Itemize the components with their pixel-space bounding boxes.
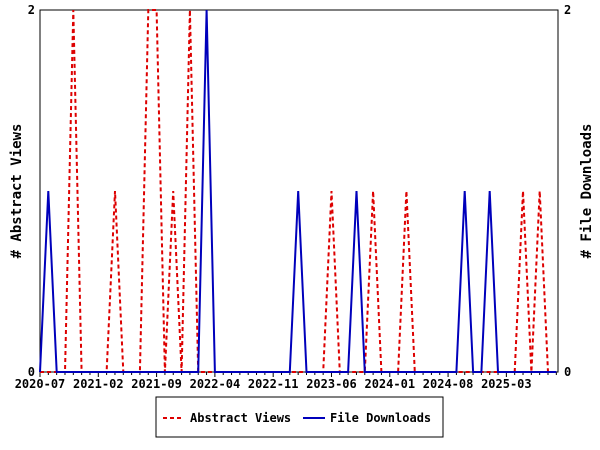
x-tick-label: 2023-06 — [306, 377, 357, 391]
x-tick-label: 2022-04 — [190, 377, 241, 391]
x-tick-label: 2025-03 — [481, 377, 532, 391]
x-tick-label: 2021-02 — [73, 377, 124, 391]
y-left-tick-max: 2 — [28, 3, 35, 17]
y-left-tick-min: 0 — [28, 365, 35, 379]
legend-box — [155, 396, 444, 438]
y-right-tick-max: 2 — [564, 3, 571, 17]
y-right-tick-min: 0 — [564, 365, 571, 379]
x-tick-label: 2024-01 — [364, 377, 415, 391]
x-tick-label: 2022-11 — [248, 377, 299, 391]
legend-label-file-downloads: File Downloads — [330, 411, 431, 425]
legend-label-abstract-views: Abstract Views — [190, 411, 291, 425]
x-tick-label: 2024-08 — [423, 377, 474, 391]
x-tick-label: 2021-09 — [131, 377, 182, 391]
y-right-label: # File Downloads — [579, 124, 595, 259]
y-left-label: # Abstract Views — [9, 124, 25, 259]
x-tick-label: 2020-07 — [15, 377, 66, 391]
legend: Abstract Views File Downloads — [155, 396, 444, 438]
